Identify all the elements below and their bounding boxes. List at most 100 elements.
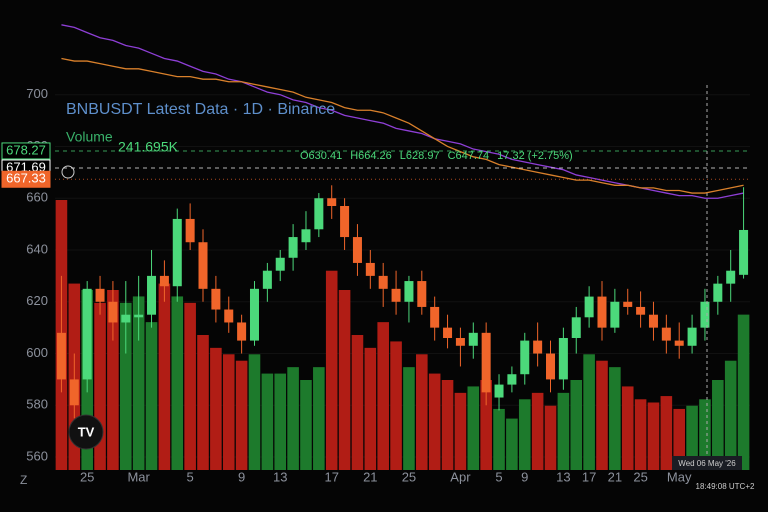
x-tick-label: May (667, 469, 692, 484)
candle-body (237, 322, 247, 341)
volume-bar (467, 386, 480, 470)
volume-value: 241.695K (118, 139, 179, 155)
ohlc-value: H664.26 (350, 150, 392, 162)
volume-bar (673, 408, 686, 470)
candle-body (648, 314, 658, 328)
volume-bar (634, 399, 647, 470)
volume-bar (737, 314, 750, 470)
ohlc-legend: O630.41 H664.26 L628.97 C647.74 17.32 (+2.75… (300, 150, 573, 162)
candle-body (507, 374, 517, 385)
volume-bar (531, 392, 544, 470)
volume-bar (300, 380, 312, 470)
x-tick-label: 5 (187, 469, 194, 484)
logo-mark: TV (78, 424, 95, 439)
candle-body (301, 229, 311, 243)
volume-bar (686, 405, 698, 470)
candle-body (687, 327, 697, 346)
x-tick-label: 13 (556, 469, 570, 484)
candle-body (352, 237, 362, 263)
candle-body (468, 332, 478, 346)
candle-body (739, 229, 749, 275)
x-tick-label: 25 (402, 469, 416, 484)
logo (68, 414, 104, 450)
volume-bar (364, 347, 377, 470)
candle-body (533, 340, 543, 354)
x-tick-label: 9 (238, 469, 245, 484)
volume-bar (338, 290, 351, 470)
candle-body (713, 283, 723, 302)
volume-bar (480, 380, 492, 470)
candle-body (584, 296, 594, 318)
add-button[interactable] (61, 165, 75, 179)
x-tick-label: 17 (582, 469, 596, 484)
candle-body (327, 198, 337, 206)
ohlc-value: 17.32 (+2.75%) (497, 150, 573, 162)
candle-body (56, 332, 66, 380)
volume-bar (403, 367, 415, 470)
price-tag-label: 678.27 (6, 142, 46, 157)
volume-bar (94, 302, 106, 470)
x-tick-label: 13 (273, 469, 287, 484)
volume-bar (132, 296, 145, 470)
volume-bar (544, 405, 557, 470)
price-tag (1, 142, 51, 160)
candle-body (546, 353, 556, 380)
y-tick-label: 700 (26, 86, 48, 101)
candle-body (520, 340, 530, 375)
x-tick-label: 25 (80, 469, 94, 484)
candle-body (443, 327, 453, 338)
y-tick-label: 660 (26, 190, 48, 205)
candle-body (340, 206, 350, 238)
volume-bar (609, 367, 621, 470)
candle-body (571, 317, 581, 338)
candle-body (288, 237, 298, 258)
candle-body (455, 338, 465, 346)
x-tick-label: 5 (495, 469, 502, 484)
x-tick-label: 9 (521, 469, 528, 484)
volume-bar (416, 354, 428, 470)
volume-bar (107, 290, 119, 470)
candle-body (249, 288, 259, 341)
candle-body (597, 296, 607, 328)
candle-body (121, 314, 131, 323)
candle-body (674, 340, 684, 346)
volume-bar (197, 335, 209, 470)
x-tick-label: Apr (450, 469, 471, 484)
candle-body (134, 314, 144, 318)
volume-bar (390, 341, 402, 470)
clock: 18:49:08 UTC+2 (696, 482, 755, 491)
candle-body (262, 270, 272, 289)
crosshair-label: Wed 06 May '26 (678, 459, 736, 468)
y-tick-label: 600 (26, 345, 48, 360)
volume-bar (621, 386, 634, 470)
candle-body (172, 218, 182, 287)
candle-body (558, 338, 568, 380)
volume-bar (158, 283, 171, 470)
candle-body (404, 281, 414, 302)
candle-body (661, 327, 671, 341)
candle-body (378, 275, 388, 289)
chart-title: BNBUSDT Latest Data · 1D · Binance (66, 101, 335, 118)
candle-body (224, 309, 234, 323)
x-tick-label: 17 (324, 469, 338, 484)
candle-body (726, 270, 736, 284)
candle-body (430, 306, 440, 328)
candle-body (108, 301, 118, 323)
volume-bar (441, 380, 454, 470)
y-tick-label: 560 (26, 448, 48, 463)
scale-mode: Z (20, 473, 27, 487)
volume-bar (493, 408, 505, 470)
candle-body (159, 275, 169, 287)
volume-bar (647, 402, 660, 470)
candle-body (82, 288, 92, 380)
y-tick-label: 620 (26, 293, 48, 308)
volume-bar (313, 367, 325, 470)
volume-bar (210, 347, 222, 470)
crosshair-box (672, 456, 742, 470)
x-tick-label: 25 (633, 469, 647, 484)
x-tick-label: 21 (608, 469, 622, 484)
candle-body (494, 384, 504, 398)
volume-bar (184, 302, 196, 470)
